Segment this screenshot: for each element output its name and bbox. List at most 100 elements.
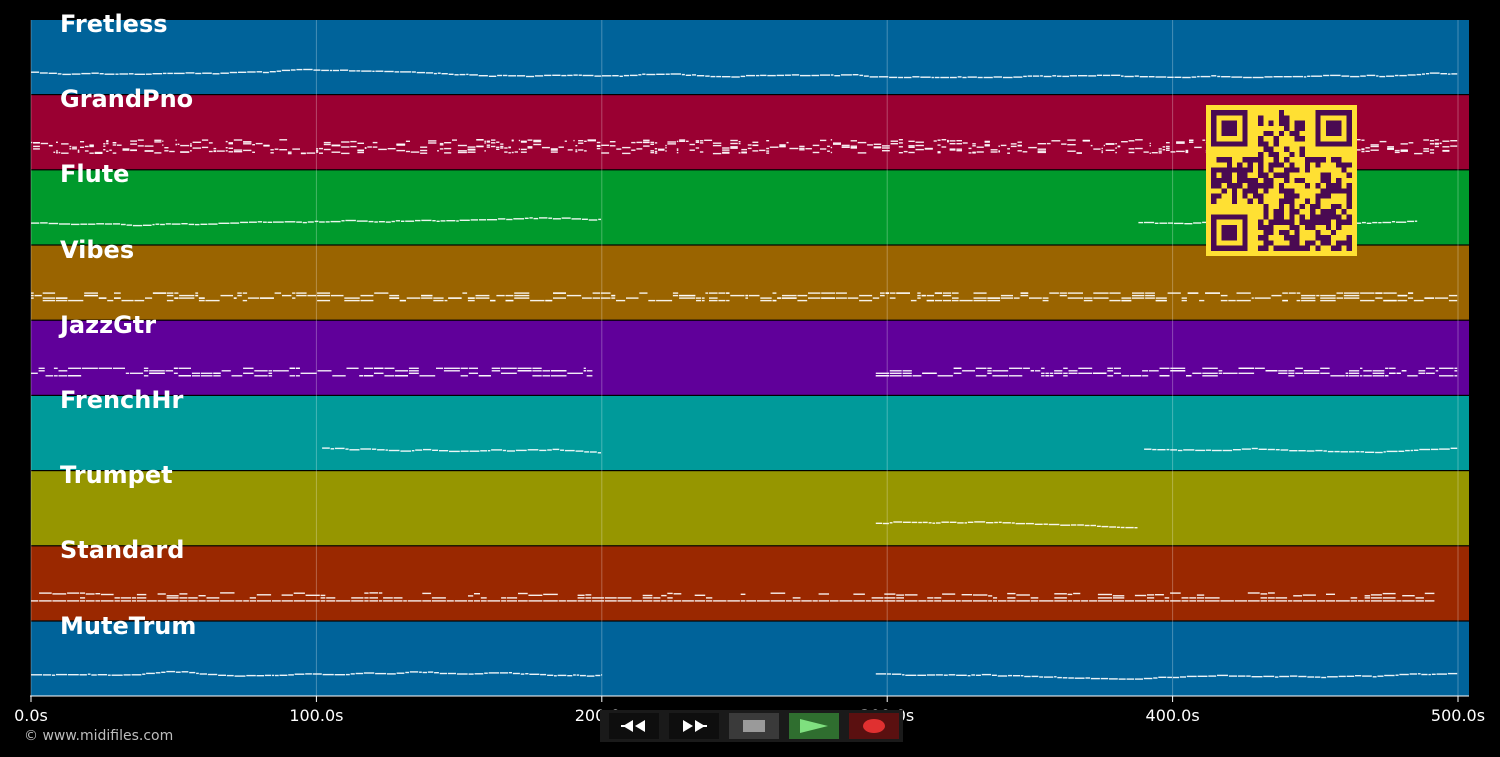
note: [491, 367, 501, 369]
qr-module: [1289, 188, 1295, 194]
note: [673, 600, 682, 602]
play-button[interactable]: [789, 713, 839, 739]
note: [1068, 677, 1074, 679]
note: [439, 144, 444, 146]
note: [766, 147, 770, 150]
note: [1396, 600, 1402, 602]
note: [466, 73, 469, 76]
note: [486, 144, 491, 146]
note: [97, 674, 108, 676]
note: [1116, 526, 1120, 528]
note: [1007, 148, 1010, 150]
note: [1448, 294, 1458, 297]
note: [31, 141, 33, 144]
note: [143, 367, 149, 369]
note: [699, 140, 704, 142]
qr-module: [1263, 141, 1269, 147]
note: [584, 140, 587, 142]
note: [484, 150, 486, 152]
note: [859, 294, 873, 297]
qr-module: [1325, 209, 1331, 215]
qr-finder-core: [1221, 120, 1238, 137]
note: [179, 294, 195, 297]
note: [686, 140, 689, 142]
record-button[interactable]: [849, 713, 899, 739]
note: [360, 294, 374, 297]
note: [706, 600, 713, 602]
note: [738, 152, 741, 154]
note: [1372, 372, 1385, 374]
note: [48, 145, 53, 147]
note: [1423, 139, 1429, 141]
note: [125, 372, 130, 374]
note: [1258, 448, 1267, 450]
note: [1186, 375, 1192, 377]
note: [80, 600, 86, 602]
note: [747, 147, 752, 150]
note: [53, 151, 56, 153]
note: [1185, 150, 1189, 153]
note: [1439, 375, 1454, 377]
note: [1349, 375, 1360, 377]
note: [363, 367, 374, 369]
qr-module: [1278, 172, 1285, 178]
note: [1090, 677, 1100, 680]
qr-module: [1284, 193, 1290, 199]
note: [967, 76, 977, 78]
note: [561, 74, 567, 77]
note: [234, 675, 246, 677]
note: [1222, 449, 1233, 452]
note: [1063, 372, 1068, 374]
note: [927, 597, 934, 599]
note: [740, 600, 746, 602]
note: [345, 448, 349, 450]
note: [1407, 375, 1418, 377]
note: [249, 221, 257, 223]
note: [973, 299, 987, 302]
note: [956, 143, 962, 145]
note: [89, 145, 94, 147]
note: [323, 148, 331, 151]
note: [1365, 147, 1370, 149]
qr-module: [1273, 219, 1279, 225]
note: [1252, 76, 1264, 79]
note: [841, 144, 850, 147]
note: [1260, 600, 1268, 602]
note: [1241, 448, 1251, 450]
stop-button[interactable]: [729, 713, 779, 739]
note: [290, 69, 296, 71]
qr-module: [1226, 162, 1233, 168]
note: [136, 593, 147, 596]
note: [582, 74, 594, 77]
note: [396, 144, 406, 146]
note: [917, 297, 921, 299]
note: [388, 449, 400, 452]
note: [926, 674, 936, 676]
note: [225, 150, 228, 152]
note: [242, 299, 248, 302]
qr-module: [1325, 219, 1331, 225]
note: [58, 370, 68, 372]
note: [369, 600, 378, 602]
note: [1107, 375, 1114, 377]
note: [84, 150, 89, 152]
note: [592, 297, 601, 299]
qr-module: [1226, 183, 1233, 189]
note: [1386, 75, 1395, 77]
note: [1016, 600, 1030, 602]
note: [346, 673, 350, 676]
rewind-button[interactable]: [609, 713, 659, 739]
qr-module: [1263, 131, 1269, 137]
note: [961, 594, 972, 596]
note: [1360, 292, 1375, 294]
note: [1450, 145, 1458, 147]
fast-forward-button[interactable]: [669, 713, 719, 739]
qr-module: [1278, 214, 1285, 220]
note: [252, 151, 255, 153]
note: [162, 140, 164, 142]
note: [956, 140, 962, 142]
play-icon: [798, 717, 830, 735]
note: [1413, 449, 1419, 451]
note: [188, 600, 198, 602]
note: [166, 299, 174, 302]
